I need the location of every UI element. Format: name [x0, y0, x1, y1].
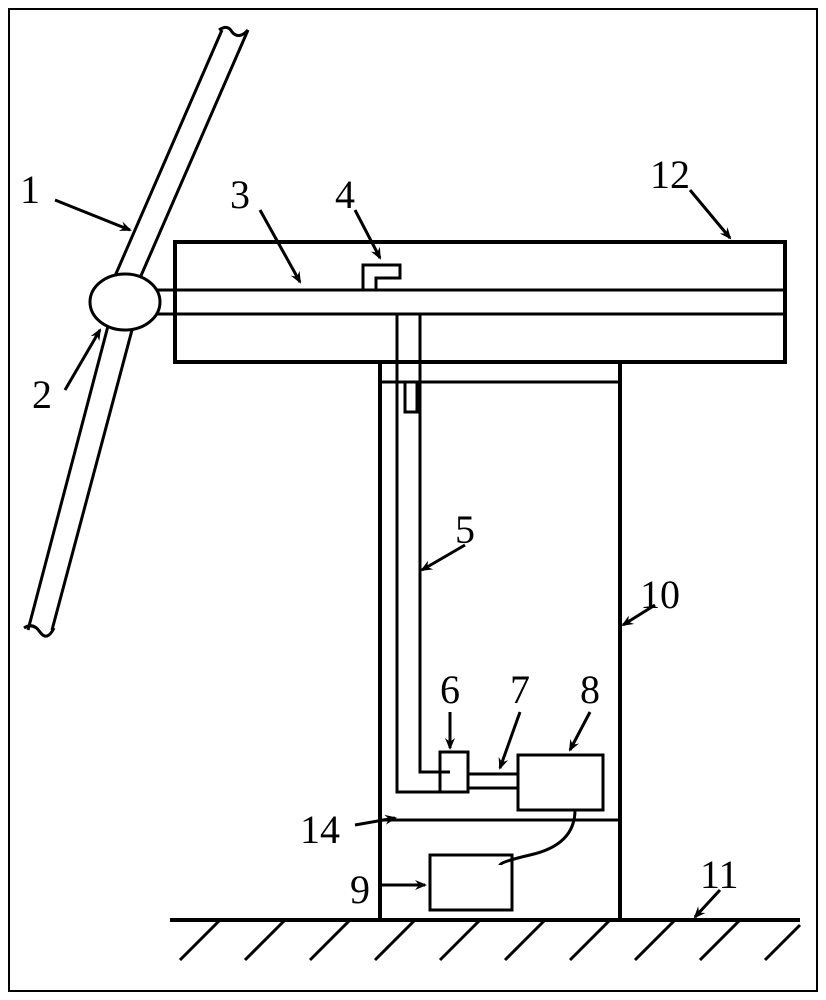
label-7: 7	[510, 670, 530, 710]
label-1: 1	[20, 170, 40, 210]
label-8: 8	[580, 670, 600, 710]
label-3: 3	[230, 175, 250, 215]
label-12: 12	[650, 155, 690, 195]
label-6: 6	[440, 670, 460, 710]
label-9: 9	[350, 870, 370, 910]
diagram-canvas: 1 2 3 4 5 6 7 8 9 10 11 12 14	[0, 0, 826, 1000]
label-5: 5	[455, 510, 475, 550]
label-14: 14	[300, 810, 340, 850]
label-11: 11	[700, 855, 739, 895]
label-2: 2	[32, 375, 52, 415]
label-4: 4	[335, 175, 355, 215]
schematic-svg	[0, 0, 826, 1000]
label-10: 10	[640, 575, 680, 615]
